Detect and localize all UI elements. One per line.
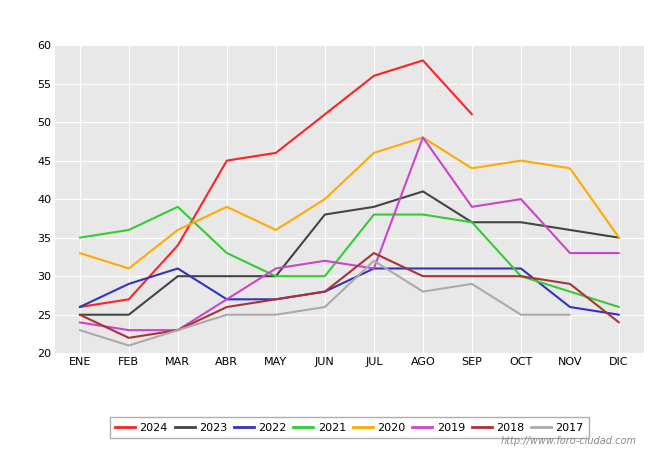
Text: Afiliados en Vilamòs a 30/9/2024: Afiliados en Vilamòs a 30/9/2024 [188, 11, 462, 29]
Legend: 2024, 2023, 2022, 2021, 2020, 2019, 2018, 2017: 2024, 2023, 2022, 2021, 2020, 2019, 2018… [110, 417, 589, 438]
Text: http://www.foro-ciudad.com: http://www.foro-ciudad.com [501, 436, 637, 446]
